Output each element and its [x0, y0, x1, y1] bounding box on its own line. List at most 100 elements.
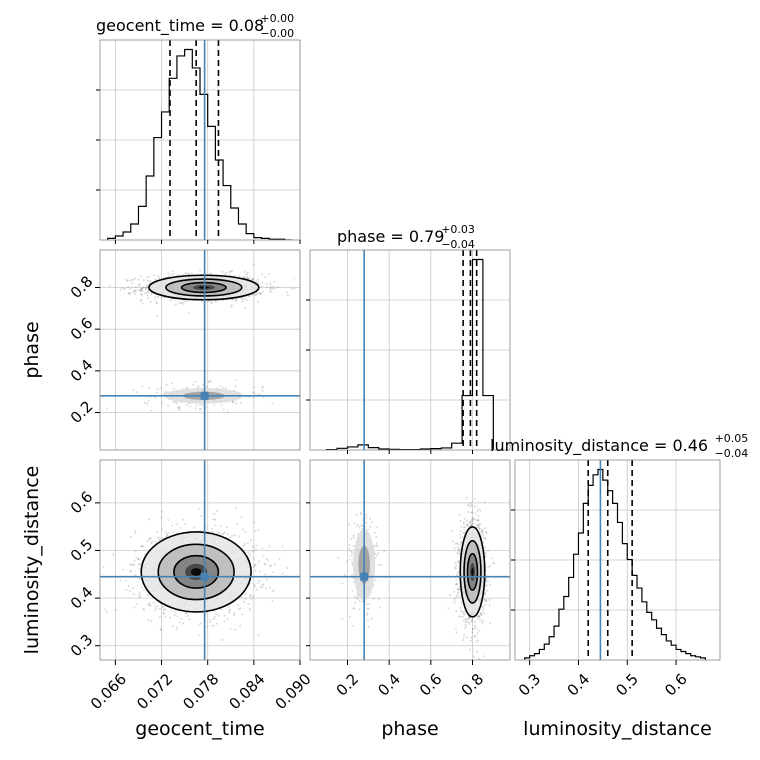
- sample-point: [229, 270, 232, 273]
- sample-point: [194, 407, 197, 410]
- sample-point: [462, 526, 465, 529]
- sample-point: [166, 533, 169, 536]
- sample-point: [134, 293, 137, 295]
- sample-point: [268, 586, 271, 589]
- sample-point: [253, 392, 256, 395]
- histogram-bar: [559, 609, 564, 660]
- y-tick-label: 0.6: [67, 488, 97, 518]
- sample-point: [176, 523, 179, 525]
- sample-point: [271, 402, 274, 405]
- sample-point: [178, 302, 181, 305]
- sample-point: [176, 626, 179, 629]
- sample-point: [137, 278, 140, 281]
- sample-point: [257, 528, 260, 531]
- sample-point: [241, 297, 243, 300]
- sample-point: [241, 528, 244, 531]
- sample-point: [470, 523, 473, 526]
- sample-point: [367, 607, 370, 610]
- x-tick-label: 0.3: [515, 670, 545, 700]
- sample-point: [129, 287, 132, 290]
- sample-point: [374, 578, 377, 581]
- sample-point: [228, 606, 230, 609]
- sample-point: [155, 607, 158, 610]
- sample-point: [252, 521, 255, 524]
- sample-point: [174, 303, 177, 306]
- sample-point: [242, 276, 245, 279]
- sample-point: [149, 300, 152, 303]
- sample-point: [143, 608, 146, 611]
- sample-point: [239, 624, 242, 627]
- histogram-step-phase: [326, 258, 494, 450]
- sample-point: [255, 544, 258, 547]
- sample-point: [366, 603, 369, 606]
- sample-point: [160, 628, 163, 631]
- sample-point: [142, 545, 145, 548]
- sample-point: [462, 612, 465, 615]
- sample-point: [476, 519, 479, 521]
- sample-point: [475, 641, 478, 644]
- sample-point: [476, 519, 479, 522]
- sample-point: [474, 497, 476, 500]
- sample-point: [244, 531, 247, 534]
- sample-point: [156, 388, 159, 391]
- sample-point: [164, 391, 167, 393]
- sample-point: [163, 612, 165, 615]
- sample-point: [353, 581, 355, 584]
- sample-point: [140, 299, 143, 302]
- histogram-bar: [686, 654, 691, 660]
- sample-point: [474, 505, 476, 508]
- sample-point: [477, 514, 480, 517]
- sample-point: [370, 617, 373, 620]
- sample-point: [373, 545, 376, 548]
- sample-point: [254, 564, 257, 567]
- histogram-bar: [554, 626, 559, 660]
- sample-point: [270, 565, 273, 567]
- sample-point: [140, 586, 143, 589]
- sample-point: [140, 545, 143, 548]
- sample-point: [489, 622, 491, 625]
- sample-point: [470, 521, 473, 524]
- sample-point: [141, 385, 144, 388]
- sample-point: [456, 543, 459, 546]
- sample-point: [349, 558, 352, 561]
- sample-point: [472, 522, 475, 525]
- sample-point: [243, 275, 246, 278]
- sample-point: [123, 287, 126, 290]
- sample-point: [357, 523, 360, 526]
- sample-point: [138, 596, 141, 599]
- sample-point: [481, 605, 484, 608]
- sample-point: [153, 274, 156, 277]
- sample-point: [132, 278, 134, 281]
- sample-point: [212, 518, 215, 521]
- sample-point: [138, 284, 141, 287]
- sample-point: [199, 269, 202, 272]
- sample-point: [286, 294, 289, 297]
- sample-point: [348, 523, 351, 526]
- sample-point: [478, 657, 481, 660]
- sample-point: [480, 535, 483, 538]
- sample-point: [470, 511, 473, 514]
- sample-point: [132, 389, 135, 391]
- sample-point: [187, 312, 190, 315]
- sample-point: [129, 536, 132, 538]
- sample-point: [134, 277, 137, 280]
- sample-point: [139, 595, 142, 598]
- sample-point: [255, 548, 257, 550]
- sample-point: [194, 381, 197, 383]
- sample-point: [489, 565, 492, 568]
- sample-point: [286, 291, 289, 294]
- sample-point: [261, 385, 264, 388]
- sample-point: [373, 531, 376, 534]
- sample-point: [226, 618, 229, 621]
- sample-point: [174, 611, 177, 614]
- sample-point: [463, 532, 466, 534]
- sample-point: [209, 301, 212, 304]
- sample-point: [140, 287, 143, 290]
- sample-point: [147, 387, 150, 390]
- y-tick-label: 0.5: [67, 535, 97, 565]
- sample-point: [456, 587, 459, 590]
- sample-point: [158, 276, 161, 279]
- sample-point: [174, 401, 177, 404]
- sample-point: [151, 540, 153, 543]
- sample-point: [271, 590, 274, 593]
